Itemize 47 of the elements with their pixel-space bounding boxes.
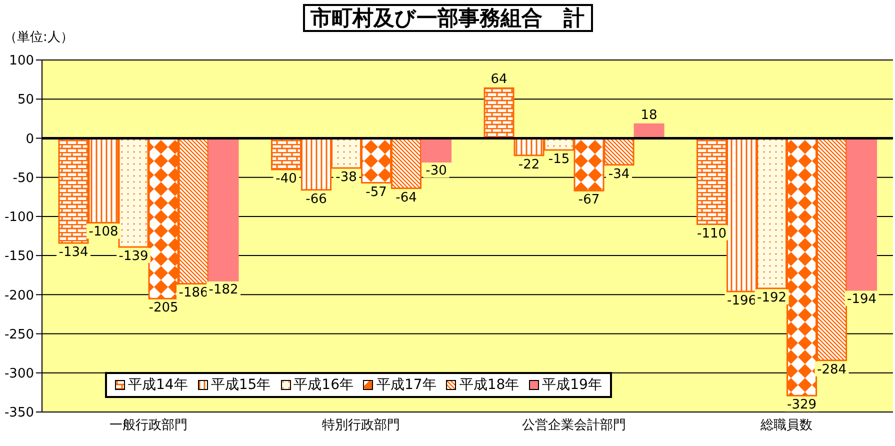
- data-label: 64: [490, 72, 508, 88]
- x-tick-label: 公営企業会計部門: [522, 418, 626, 434]
- y-tick-label: -200: [4, 288, 34, 304]
- y-tick-label: 0: [26, 132, 34, 147]
- data-label: -34: [608, 166, 630, 182]
- data-label: -64: [396, 190, 417, 206]
- legend-label: 平成18年: [458, 376, 520, 394]
- data-label: -284: [817, 362, 847, 378]
- data-label: 18: [640, 108, 658, 124]
- data-label: -205: [148, 300, 178, 316]
- chart-title: 市町村及び一部事務組合 計: [302, 4, 592, 32]
- y-tick-label: -250: [4, 327, 34, 342]
- legend-label: 平成15年: [210, 376, 271, 394]
- data-label: -192: [757, 290, 787, 306]
- text: （単位:人）: [4, 29, 74, 46]
- legend-label: 平成14年: [127, 376, 188, 394]
- bar: [484, 87, 514, 139]
- y-tick-label: -300: [4, 366, 34, 382]
- data-label: -30: [426, 164, 447, 179]
- y-tick-label: -150: [4, 249, 34, 264]
- data-label: -15: [548, 152, 570, 167]
- data-label: -110: [697, 226, 727, 242]
- x-tick-label: 総職員数: [760, 418, 813, 434]
- data-label: -57: [366, 184, 387, 200]
- data-label: -108: [88, 224, 118, 240]
- data-label: -67: [578, 192, 600, 208]
- y-tick-label: -50: [12, 170, 34, 186]
- y-tick-label: -350: [4, 406, 34, 421]
- data-label: -134: [58, 245, 88, 260]
- data-label: -329: [787, 398, 817, 413]
- legend-label: 平成19年: [541, 376, 602, 394]
- data-label: -66: [306, 192, 327, 207]
- data-label: -186: [178, 286, 208, 301]
- data-label: -139: [118, 248, 148, 264]
- y-tick-label: -100: [4, 210, 34, 226]
- x-tick-label: 特別行政部門: [322, 418, 400, 434]
- data-label: -38: [336, 170, 357, 185]
- data-label: -196: [727, 294, 757, 309]
- data-label: -40: [276, 172, 297, 187]
- legend-label: 平成16年: [292, 376, 354, 394]
- x-tick-label: 一般行政部門: [109, 418, 188, 434]
- data-label: -194: [847, 292, 877, 307]
- data-label: -182: [208, 282, 238, 298]
- y-tick-label: 50: [17, 92, 34, 108]
- data-label: -22: [518, 157, 540, 172]
- legend-label: 平成17年: [375, 376, 436, 394]
- y-tick-label: 100: [9, 54, 34, 69]
